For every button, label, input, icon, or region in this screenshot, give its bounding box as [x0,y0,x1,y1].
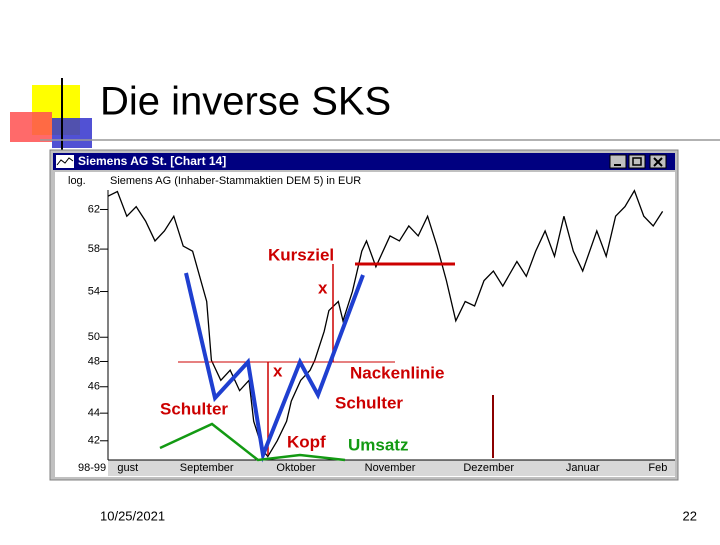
volume-pattern [159,422,346,462]
annotation: x [273,361,283,380]
title-bar [53,153,675,170]
slide-title: Die inverse SKS [100,80,391,124]
max-glyph [632,157,642,166]
pattern-line [184,272,365,463]
annotation: Umsatz [348,435,408,454]
window-icon-line [56,157,74,166]
annotation: Kopf [287,432,326,451]
y-tick-label: 62 [88,203,100,215]
log-label: log. [68,175,86,187]
slide-date: 10/25/2021 [100,508,165,523]
annotation: x [318,278,328,297]
y-tick-label: 44 [88,407,100,419]
slide-page: 22 [683,508,697,523]
plot: 42 44 46 48 50 54 58 62 gust September Oktober Nove… [88,189,667,474]
x-tick-label: Dezember [463,462,514,474]
x-axis-strip [108,460,675,476]
y-tick-label: 42 [88,435,100,447]
price-line [107,189,664,458]
max-button[interactable] [628,154,646,169]
x-tick-label: Januar [566,462,600,474]
x-axis-label: 98-99 [78,462,106,474]
x-tick-label: November [365,462,416,474]
annotation: Kursziel [268,245,334,264]
chart-area [55,172,675,477]
x-tick-label: gust [117,462,138,474]
annotation: Schulter [335,393,403,412]
window-title: Siemens AG St. [Chart 14] [78,154,226,168]
annotation: Nackenlinie [350,363,445,382]
close-glyph [653,157,663,167]
chart-title: Siemens AG (Inhaber-Stammaktien DEM 5) i… [110,175,361,187]
y-tick-label: 50 [88,331,100,343]
y-tick-label: 46 [88,381,100,393]
annotation: Schulter [160,399,228,418]
x-tick-label: Oktober [276,462,315,474]
min-button[interactable] [609,154,627,169]
y-tick-label: 58 [88,243,100,255]
window-icon [56,155,74,168]
window-buttons[interactable] [609,154,667,169]
x-tick-label: September [180,462,234,474]
annotation-shapes [159,262,494,463]
deco-red [10,112,52,142]
y-tick-label: 48 [88,355,100,367]
x-tick-label: Feb [648,462,667,474]
y-tick-label: 54 [88,285,100,297]
deco-blue [52,118,92,148]
